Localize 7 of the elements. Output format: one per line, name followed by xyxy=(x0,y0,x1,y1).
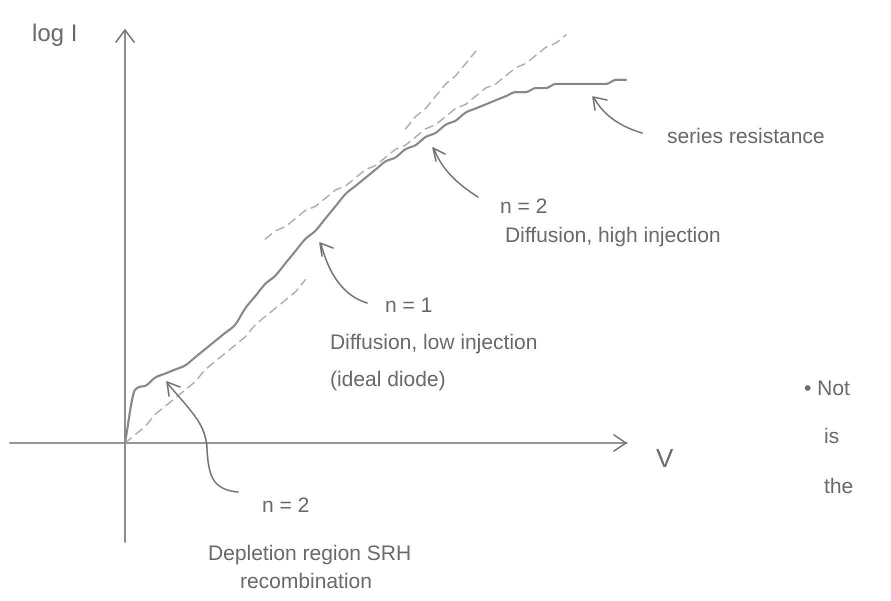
annotation: n = 2 Diffusion, high injection xyxy=(500,195,721,247)
annotation: n = 1 Diffusion, low injection (ideal diode) xyxy=(330,294,538,391)
x-axis-title: V xyxy=(656,443,674,473)
text: • Not is the xyxy=(804,377,854,498)
y-axis-title: log I xyxy=(32,20,78,47)
text: n = 2 Depletion region SRH recombination xyxy=(208,494,412,593)
text: series resistance xyxy=(667,125,825,148)
